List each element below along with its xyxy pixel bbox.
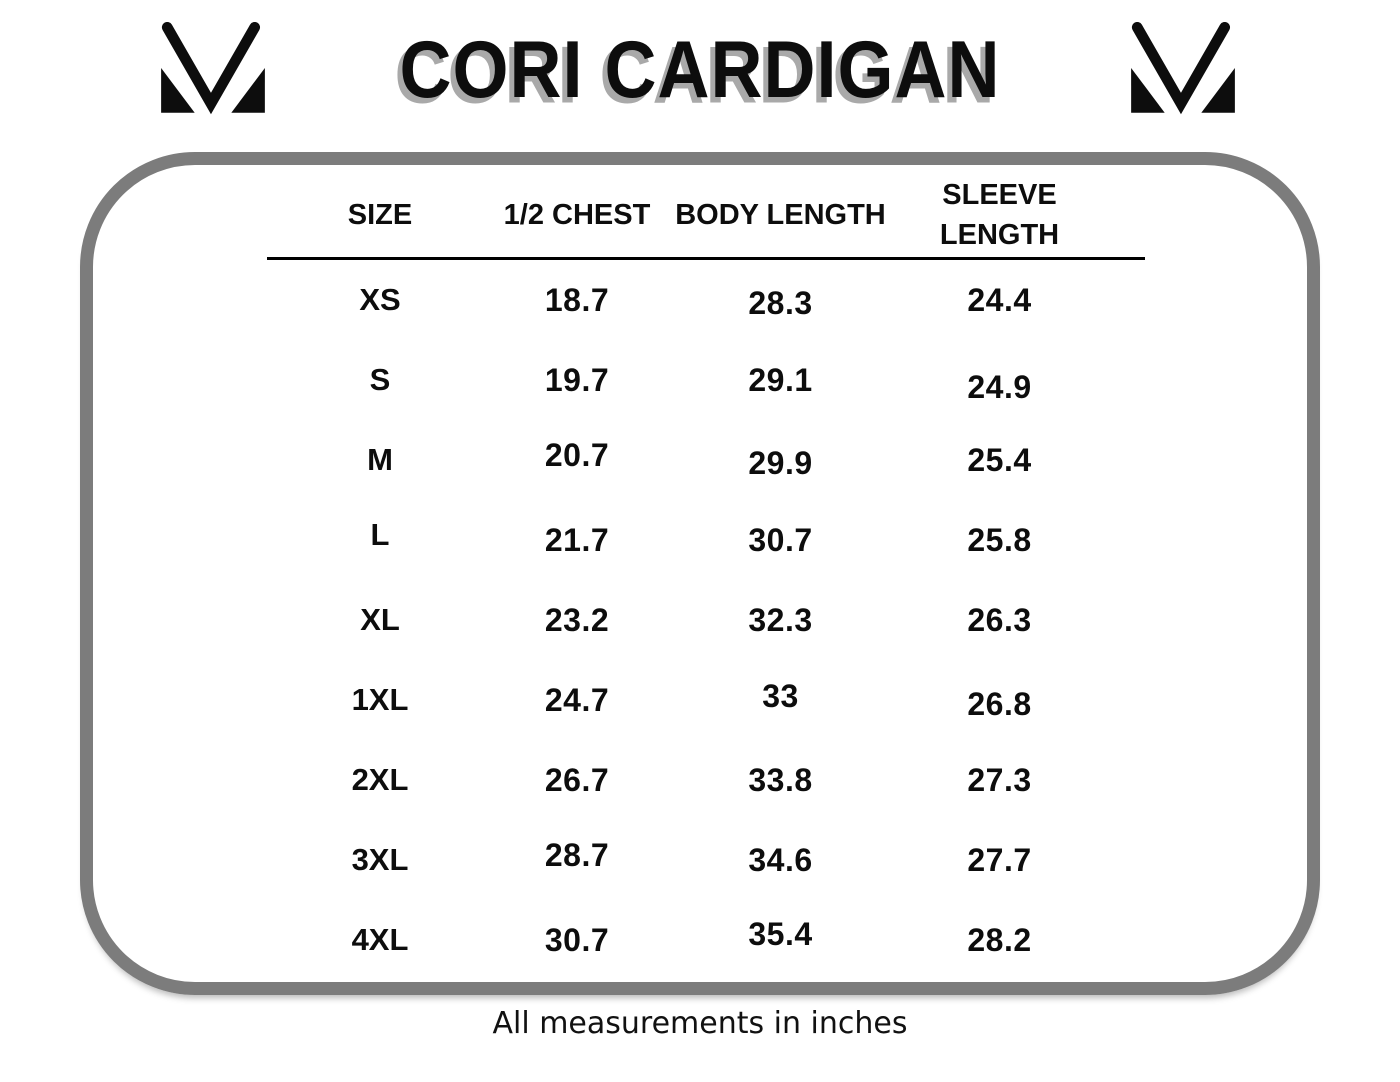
table-row: XS 18.7 28.3 24.4: [267, 260, 1145, 340]
measurement-value: 30.7: [544, 921, 610, 958]
measurement-value: 30.7: [748, 521, 813, 558]
measurement-value: 18.7: [544, 281, 610, 318]
size-label: L: [370, 517, 390, 552]
m-logo-icon: [1131, 21, 1235, 115]
measurement-value: 24.7: [544, 681, 610, 718]
table-header-row: SIZE 1/2 CHEST BODY LENGTH SLEEVE LENGTH: [267, 173, 1145, 257]
measurement-value: 29.1: [748, 361, 813, 398]
size-label: 4XL: [351, 922, 409, 957]
measurement-value: 32.3: [748, 601, 813, 638]
table-body: XS 18.7 28.3 24.4 S 19.7 29.1 24.9 M 20.7 29.9 25.4…: [267, 260, 1145, 980]
measurement-value: 28.7: [544, 836, 610, 873]
column-header-body-length: BODY LENGTH: [675, 198, 886, 231]
measurement-value: 19.7: [544, 361, 610, 398]
measurements-note: All measurements in inches: [492, 1006, 908, 1041]
header-divider: [267, 257, 1145, 260]
measurement-value: 26.7: [544, 761, 610, 798]
measurement-value: 26.3: [967, 601, 1032, 638]
measurement-value: 24.4: [967, 281, 1032, 318]
measurement-value: 35.4: [748, 915, 813, 952]
size-label: 3XL: [351, 842, 409, 877]
measurement-value: 25.8: [967, 521, 1032, 558]
measurement-value: 33.8: [748, 761, 813, 798]
size-label: 2XL: [351, 762, 409, 797]
column-header-sleeve-length: SLEEVE LENGTH: [939, 178, 1060, 251]
measurement-value: 21.7: [544, 521, 610, 558]
size-label: 1XL: [351, 682, 409, 717]
size-label: S: [369, 362, 391, 397]
measurement-value: 23.2: [544, 601, 610, 638]
table-row: M 20.7 29.9 25.4: [267, 420, 1145, 500]
size-label: M: [367, 442, 393, 477]
measurement-value: 28.3: [748, 284, 813, 321]
column-header-size: SIZE: [347, 198, 413, 231]
rounded-frame: SIZE 1/2 CHEST BODY LENGTH SLEEVE LENGTH…: [80, 152, 1320, 995]
measurement-value: 33: [762, 677, 799, 714]
table-row: L 21.7 30.7 25.8: [267, 500, 1145, 580]
measurement-value: 29.9: [748, 444, 813, 481]
measurement-value: 27.7: [967, 841, 1032, 878]
size-label: XS: [359, 282, 401, 317]
measurement-value: 34.6: [748, 841, 813, 878]
brand-logo-left: [153, 21, 273, 121]
measurement-value: 28.2: [967, 921, 1032, 958]
measurement-value: 24.9: [967, 368, 1032, 405]
table-row: 1XL 24.7 33 26.8: [267, 660, 1145, 740]
table-row: S 19.7 29.1 24.9: [267, 340, 1145, 420]
measurement-value: 26.8: [967, 685, 1032, 722]
measurement-value: 20.7: [544, 436, 610, 473]
table-row: 3XL 28.7 34.6 27.7: [267, 820, 1145, 900]
column-header-half-chest: 1/2 CHEST: [503, 198, 651, 231]
size-label: XL: [360, 602, 400, 637]
page-title: CORI CARDIGAN: [399, 25, 1001, 115]
measurement-value: 27.3: [967, 761, 1032, 798]
table-row: 2XL 26.7 33.8 27.3: [267, 740, 1145, 820]
m-logo-icon: [161, 21, 265, 115]
measurement-value: 25.4: [967, 441, 1032, 478]
table-row: XL 23.2 32.3 26.3: [267, 580, 1145, 660]
brand-logo-right: [1123, 21, 1243, 121]
size-table: SIZE 1/2 CHEST BODY LENGTH SLEEVE LENGTH…: [267, 173, 1145, 980]
table-row: 4XL 30.7 35.4 28.2: [267, 900, 1145, 980]
